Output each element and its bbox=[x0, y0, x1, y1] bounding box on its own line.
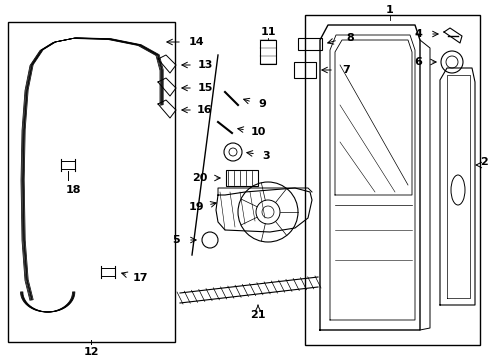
Text: 20: 20 bbox=[192, 173, 207, 183]
Text: 15: 15 bbox=[197, 83, 212, 93]
Text: 19: 19 bbox=[188, 202, 203, 212]
Bar bbox=[293, 62, 315, 78]
Text: 17: 17 bbox=[132, 273, 147, 283]
Text: 1: 1 bbox=[386, 5, 393, 15]
Text: 18: 18 bbox=[65, 185, 81, 195]
Bar bbox=[260, 40, 275, 64]
Text: 3: 3 bbox=[262, 151, 269, 161]
Text: 14: 14 bbox=[188, 37, 203, 47]
Text: 6: 6 bbox=[413, 57, 421, 67]
Bar bbox=[225, 170, 258, 186]
Text: 8: 8 bbox=[346, 33, 353, 43]
Bar bbox=[305, 15, 479, 345]
Text: 11: 11 bbox=[260, 27, 275, 37]
Bar bbox=[8, 22, 175, 342]
Text: 13: 13 bbox=[197, 60, 212, 70]
Text: 4: 4 bbox=[413, 29, 421, 39]
Bar bbox=[297, 38, 321, 50]
Text: 2: 2 bbox=[479, 157, 487, 167]
Text: 16: 16 bbox=[197, 105, 212, 115]
Text: 9: 9 bbox=[258, 99, 265, 109]
Text: 7: 7 bbox=[342, 65, 349, 75]
Text: 21: 21 bbox=[250, 310, 265, 320]
Text: 12: 12 bbox=[83, 347, 99, 357]
Text: 5: 5 bbox=[172, 235, 180, 245]
Text: 10: 10 bbox=[250, 127, 265, 137]
